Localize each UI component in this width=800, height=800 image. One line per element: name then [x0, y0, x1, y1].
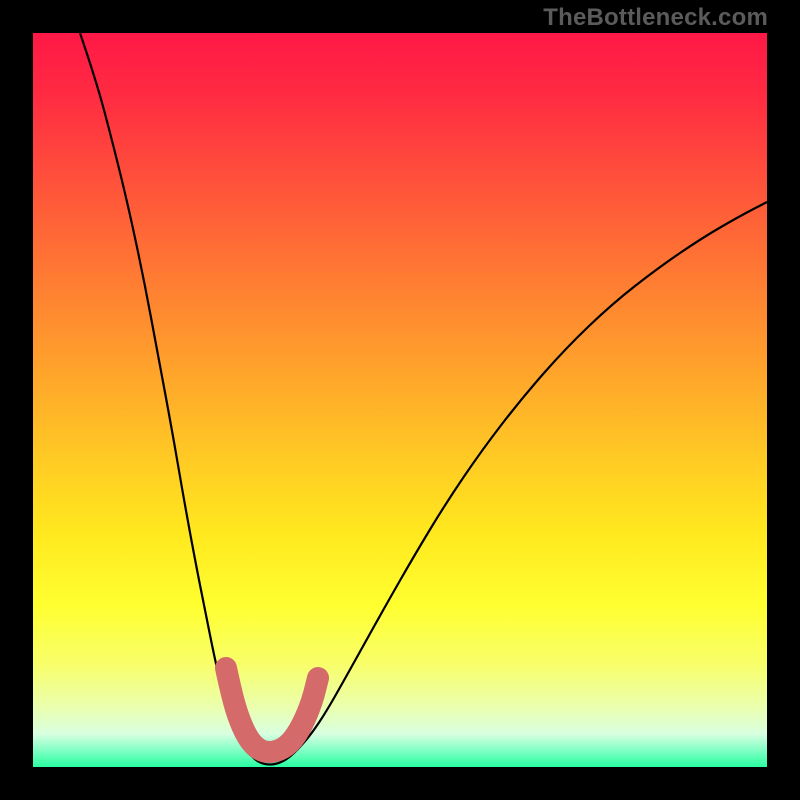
plot-background	[33, 33, 767, 767]
bottleneck-chart	[0, 0, 800, 800]
watermark-text: TheBottleneck.com	[543, 4, 768, 32]
